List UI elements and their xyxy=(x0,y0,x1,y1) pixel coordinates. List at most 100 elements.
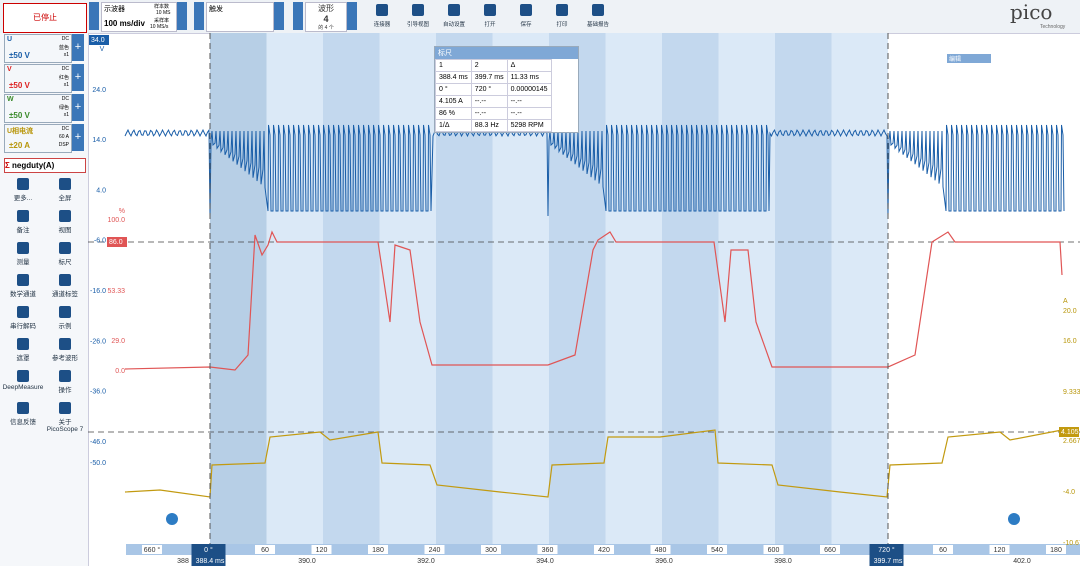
ruler-row: 388.4 ms 399.7 ms 11.33 ms xyxy=(435,71,552,84)
v-tick-label: 24.0 xyxy=(92,87,106,94)
tool-label: 参考波形 xyxy=(52,355,78,362)
degree-box xyxy=(311,545,332,554)
tool-label: 视图 xyxy=(58,227,72,234)
tool-button[interactable]: 备注 xyxy=(2,210,44,234)
toolbar-button[interactable]: 基础报告 xyxy=(580,4,616,28)
v-tick-label: -26.0 xyxy=(90,338,106,345)
v-tick-label: -36.0 xyxy=(90,389,106,396)
degree-box xyxy=(650,545,671,554)
tool-button[interactable]: 视图 xyxy=(44,210,86,234)
tool-icon xyxy=(17,274,29,286)
button-label: 基础报告 xyxy=(586,22,609,28)
degree-box xyxy=(481,545,501,554)
channel-mult: x1 xyxy=(63,52,69,58)
degree-label: 60 xyxy=(939,547,947,554)
channel-box[interactable]: V ±50 V DC 红色 x1 xyxy=(4,64,72,93)
tool-button[interactable]: 串行解码 xyxy=(2,306,44,330)
logo: pico xyxy=(1010,0,1053,24)
cell: 2 xyxy=(470,59,508,72)
stop-button[interactable]: 已停止 xyxy=(3,3,87,33)
tool-button[interactable]: 关于 PicoScope 7 xyxy=(44,402,86,433)
tool-button[interactable]: 标尺 xyxy=(44,242,86,266)
tool-label: 串行解码 xyxy=(10,323,36,330)
degree-label: 540 xyxy=(711,547,723,554)
tool-button[interactable]: 通道标签 xyxy=(44,274,86,298)
tool-button[interactable]: 参考波形 xyxy=(44,338,86,362)
mode: 示波器 xyxy=(104,6,125,13)
plot: 34.0 V 24.0 14.0 4.0 -6.0 -16.0 -26.0 -36.0 -46.0… xyxy=(88,33,1080,566)
toolbar-button[interactable]: 打印 xyxy=(544,4,580,28)
toolbar-button[interactable]: 引导视图 xyxy=(400,4,436,28)
v-unit: V xyxy=(100,46,105,53)
waveform-sub: 的 4 个 xyxy=(318,25,334,31)
plus-button[interactable] xyxy=(177,2,187,30)
degree-box xyxy=(142,545,162,554)
time-label: 396.0 xyxy=(655,558,673,565)
channel-box[interactable]: W ±50 V DC 绿色 x1 xyxy=(4,94,72,123)
scroll-right[interactable] xyxy=(1008,513,1020,525)
tool-button[interactable]: 全屏 xyxy=(44,178,86,202)
minus-button[interactable] xyxy=(89,2,99,30)
tool-label: 全屏 xyxy=(58,195,72,202)
button-label: 自动设置 xyxy=(442,22,465,28)
icon xyxy=(376,4,388,16)
math-channel[interactable]: Σ negduty(A) xyxy=(4,158,86,173)
trace-blue xyxy=(124,124,1065,217)
plus-button[interactable]: + xyxy=(72,34,84,61)
tool-button[interactable]: 遮罩 xyxy=(2,338,44,362)
degree-box xyxy=(820,545,840,554)
toolbar-button[interactable]: 打开 xyxy=(472,4,508,28)
cell: 88.3 Hz xyxy=(470,119,508,132)
channel-range: ±50 V xyxy=(9,51,30,60)
toolbar-button[interactable]: 连接器 xyxy=(364,4,400,28)
channel-box[interactable]: U ±50 V DC 蓝色 x1 xyxy=(4,34,72,63)
samples: 10 MS xyxy=(156,10,171,16)
plus-button[interactable] xyxy=(274,2,284,30)
plus-button[interactable]: + xyxy=(72,124,84,151)
cell: 388.4 ms xyxy=(435,71,472,84)
trigger-box[interactable]: 触发 xyxy=(206,2,274,32)
minus-button[interactable] xyxy=(194,2,204,30)
cell: --.-- xyxy=(470,95,508,108)
tool-button[interactable]: 测量 xyxy=(2,242,44,266)
tool-button[interactable]: 数学通道 xyxy=(2,274,44,298)
cell: --.-- xyxy=(506,107,552,120)
a-tick-label: 16.0 xyxy=(1063,338,1077,345)
pct-tick-label: 100.0 xyxy=(107,217,125,224)
samples-label: 样本数 xyxy=(154,4,170,10)
v-tick-label: 4.0 xyxy=(96,187,106,194)
cell: 0 ° xyxy=(435,83,472,96)
degree-label: 360 xyxy=(542,547,554,554)
timebase-box[interactable]: 示波器 100 ms/div 样本数 10 MS 采样率 10 MS/s xyxy=(101,2,177,32)
channel-range: ±20 A xyxy=(9,141,30,150)
waveform-box[interactable]: 波形 4 的 4 个 xyxy=(305,2,347,32)
toolbar-button[interactable]: 保存 xyxy=(508,4,544,28)
tool-label: 操作 xyxy=(58,387,72,394)
time-label: 388.4 ms xyxy=(196,558,225,565)
a-tick-label: -4.0 xyxy=(1063,489,1075,496)
tool-button[interactable]: 信息反馈 xyxy=(2,402,44,426)
scroll-left[interactable] xyxy=(166,513,178,525)
minus-button[interactable] xyxy=(293,2,303,30)
rate-label: 采样率 xyxy=(154,18,170,24)
button-label: 打印 xyxy=(556,22,568,28)
plus-button[interactable]: + xyxy=(72,94,84,121)
plus-button[interactable] xyxy=(347,2,357,30)
tool-button[interactable]: 操作 xyxy=(44,370,86,394)
cursor-tag xyxy=(191,544,226,566)
time-label: 388 xyxy=(177,558,189,565)
edit-widget[interactable]: 编辑 xyxy=(947,54,991,63)
tool-button[interactable]: 示例 xyxy=(44,306,86,330)
channel-box[interactable]: U相电流 ±20 A DC 60 A DSP xyxy=(4,124,72,153)
plus-button[interactable]: + xyxy=(72,64,84,91)
channel-mult: x1 xyxy=(63,112,69,118)
degree-box xyxy=(933,545,953,554)
cell: --.-- xyxy=(506,95,552,108)
tool-button[interactable]: 更多... xyxy=(2,178,44,202)
degree-box xyxy=(763,545,784,554)
tool-icon xyxy=(17,178,29,190)
tool-button[interactable]: DeepMeasure xyxy=(2,370,44,391)
time-label: 399.7 ms xyxy=(874,558,903,565)
toolbar-button[interactable]: 自动设置 xyxy=(436,4,472,28)
